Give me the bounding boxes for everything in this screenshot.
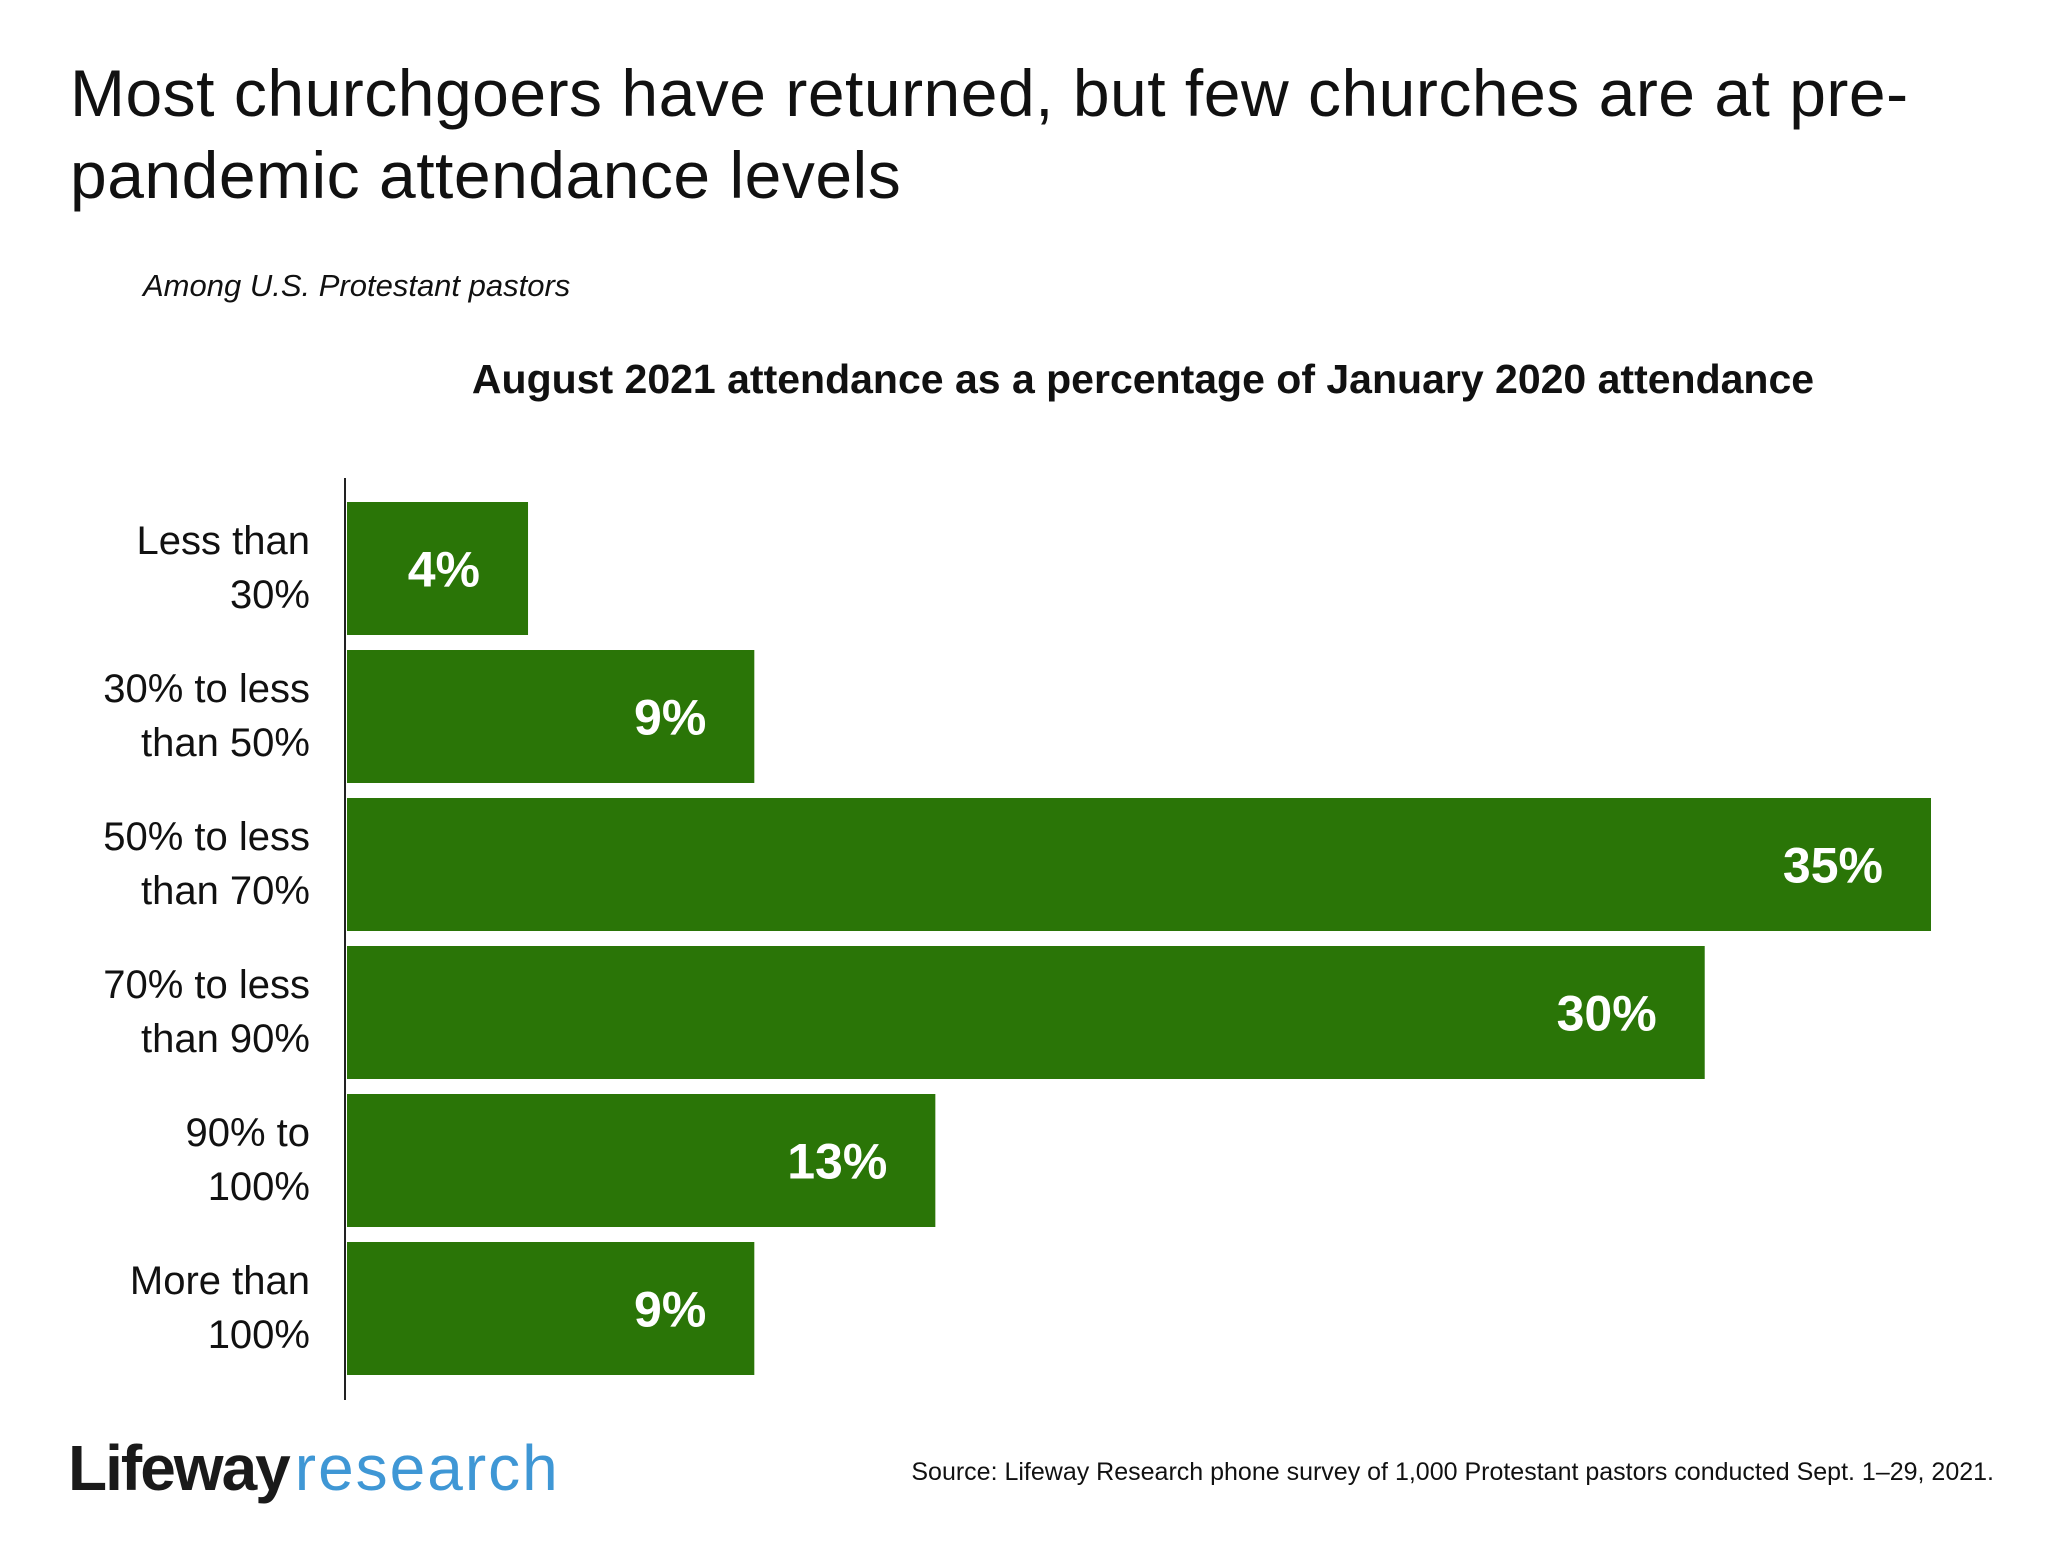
logo-sub: research — [294, 1432, 560, 1504]
source-note: Source: Lifeway Research phone survey of… — [911, 1458, 1994, 1486]
bar-value-label-5: 13% — [787, 1134, 887, 1190]
category-label-6: More than 100% — [130, 1259, 310, 1357]
bar-value-label-3: 35% — [1783, 838, 1883, 894]
category-label-1: Less than 30% — [137, 519, 310, 617]
chart-heading: August 2021 attendance as a percentage o… — [471, 356, 1815, 402]
bar-value-label-6: 9% — [634, 1282, 706, 1338]
category-label-4: 70% to less than 90% — [103, 963, 310, 1061]
logo-brand: Lifeway — [68, 1432, 291, 1504]
bar-value-label-1: 4% — [408, 542, 480, 598]
bar-6 — [347, 1242, 755, 1375]
bar-2 — [347, 650, 755, 783]
bars-group: 4% Less than 30% 9% 30% to less than 50% 35% 50… — [103, 502, 1931, 1375]
chart-title: Most churchgoers have returned, but few … — [70, 56, 1909, 212]
bar-4 — [347, 946, 1705, 1079]
chart-subtitle: Among U.S. Protestant pastors — [143, 268, 571, 303]
bar-value-label-2: 9% — [634, 690, 706, 746]
category-label-5: 90% to 100% — [185, 1111, 310, 1209]
bar-1 — [347, 502, 529, 635]
category-label-2: 30% to less than 50% — [103, 667, 310, 765]
bar-value-label-4: 30% — [1557, 986, 1657, 1042]
bar-3 — [347, 798, 1931, 931]
bar-5 — [347, 1094, 936, 1227]
lifeway-research-logo: Lifewayresearch — [68, 1428, 560, 1508]
category-label-3: 50% to less than 70% — [103, 815, 310, 913]
